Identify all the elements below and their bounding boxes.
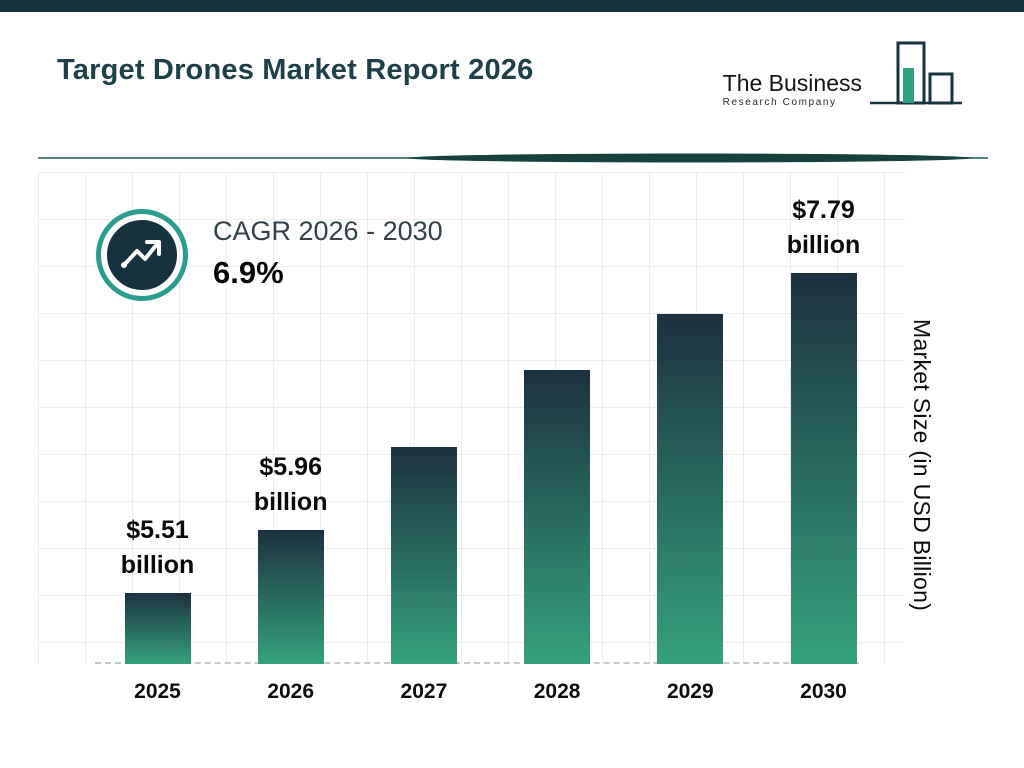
company-logo: The Business Research Company (723, 40, 962, 118)
bar-2025 (124, 593, 191, 664)
value-label-2030: $7.79 billion (786, 196, 861, 259)
logo-text-primary: The Business (722, 70, 862, 96)
x-tick-2030: 2030 (800, 680, 847, 703)
top-accent-bar (0, 0, 1024, 12)
value-label-2025: $5.51 billion (120, 516, 195, 579)
logo-text: The Business Research Company (723, 71, 862, 118)
x-axis-baseline (95, 662, 859, 664)
cagr-text: CAGR 2026 - 2030 6.9% (213, 208, 443, 291)
page-title: Target Drones Market Report 2026 (57, 54, 534, 86)
x-tick-2027: 2027 (400, 680, 448, 703)
chart-grid (38, 172, 906, 664)
x-tick-2029: 2029 (666, 680, 714, 703)
cagr-badge: CAGR 2026 - 2030 6.9% (95, 208, 443, 302)
bar-2029 (657, 314, 724, 664)
bar-2026 (257, 530, 324, 664)
x-tick-2028: 2028 (533, 680, 581, 703)
x-tick-2025: 2025 (134, 680, 181, 703)
bar-2028 (524, 370, 591, 664)
cagr-value: 6.9% (213, 255, 284, 290)
bar-2030 (790, 273, 857, 664)
logo-text-secondary: Research Company (722, 97, 837, 108)
y-axis-label: Market Size (in USD Billion) (909, 318, 935, 612)
header-divider (38, 153, 988, 163)
bar-chart-logo-icon (870, 41, 962, 105)
bar-2027 (390, 447, 457, 664)
cagr-label: CAGR 2026 - 2030 (213, 216, 443, 246)
value-label-2026: $5.96 billion (253, 453, 328, 516)
trend-up-arrow-icon (96, 209, 188, 301)
x-tick-2026: 2026 (267, 680, 315, 703)
